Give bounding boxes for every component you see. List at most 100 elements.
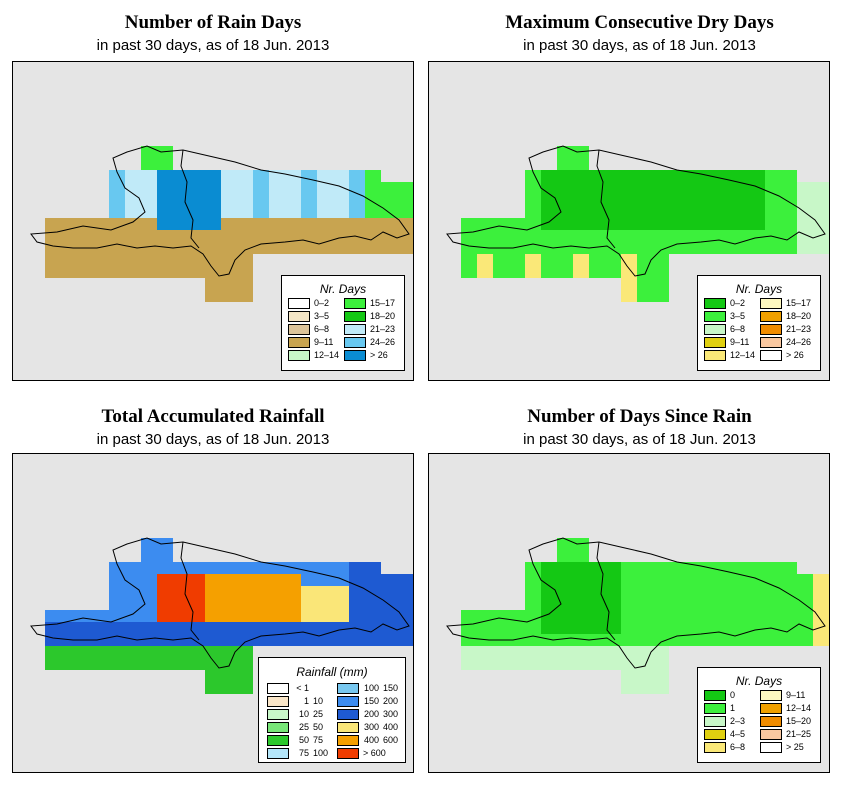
legend-swatch (704, 703, 726, 714)
legend-label: 2–3 (730, 716, 746, 726)
legend-label: 1 (730, 703, 736, 713)
legend-label: 12–14 (786, 703, 812, 713)
legend-label: 9–11 (730, 337, 750, 347)
legend-swatch (288, 350, 310, 361)
legend-swatch (760, 298, 782, 309)
legend-swatch (344, 324, 366, 335)
legend-range-from: 25 (298, 722, 309, 732)
legend-range-to: 150 (383, 683, 399, 693)
grid-overlay (446, 145, 829, 302)
legend-swatch (267, 722, 289, 733)
legend-label: 0–2 (730, 298, 746, 308)
legend-swatch (704, 337, 726, 348)
legend-range-to: 400 (383, 722, 399, 732)
legend-swatch (704, 298, 726, 309)
legend-label: 0 (730, 690, 736, 700)
legend-swatch (337, 748, 359, 759)
legend-label: 6–8 (730, 742, 746, 752)
legend-range-to: 10 (313, 696, 324, 706)
legend-range-to: 25 (313, 709, 324, 719)
legend-range-from: 400 (363, 735, 379, 745)
legend-label: 18–20 (370, 311, 396, 321)
legend-label: 6–8 (314, 324, 330, 334)
coastline (446, 537, 826, 669)
legend-title: Nr. Days (319, 282, 367, 296)
grid-overlay (30, 537, 413, 694)
legend-label: 21–23 (370, 324, 396, 334)
legend-range-to: 75 (313, 735, 324, 745)
legend-label: 18–20 (786, 311, 812, 321)
legend-swatch (344, 350, 366, 361)
legend-range-from: 100 (363, 683, 379, 693)
map-rain-days: Nr. Days 0–2 3–5 6–8 9–11 12–14 15–17 18… (12, 61, 414, 381)
coastline (30, 145, 410, 277)
legend-label: 4–5 (730, 729, 746, 739)
legend-swatch (288, 324, 310, 335)
legend-label: 21–25 (786, 729, 812, 739)
legend-rain-days: Nr. Days 0–2 3–5 6–8 9–11 12–14 15–17 18… (281, 275, 405, 371)
legend-label: 3–5 (314, 311, 330, 321)
panel-max-dry-days: Maximum Consecutive Dry Days in past 30 … (426, 0, 853, 390)
legend-swatch (760, 742, 782, 753)
legend-swatch (267, 735, 289, 746)
panel-title: Number of Days Since Rain (527, 406, 752, 427)
legend-range-to: 300 (383, 709, 399, 719)
legend-swatch (760, 337, 782, 348)
legend-swatch (760, 311, 782, 322)
legend-swatch (344, 337, 366, 348)
legend-label: 15–17 (370, 298, 396, 308)
panel-days-since-rain: Number of Days Since Rain in past 30 day… (426, 395, 853, 793)
legend-label: > 26 (786, 350, 804, 360)
panel-subtitle: in past 30 days, as of 18 Jun. 2013 (523, 431, 756, 448)
legend-label: 21–23 (786, 324, 812, 334)
coastline (30, 537, 410, 669)
legend-swatch (704, 690, 726, 701)
legend-swatch (760, 324, 782, 335)
legend-range-to: 200 (383, 696, 399, 706)
panel-subtitle: in past 30 days, as of 18 Jun. 2013 (523, 37, 756, 54)
legend-label: 12–14 (314, 350, 340, 360)
legend-days-since-rain: Nr. Days 0 1 2–3 4–5 6–8 9–11 12–14 15–2… (697, 667, 821, 763)
legend-swatch (760, 690, 782, 701)
legend-label: 15–20 (786, 716, 812, 726)
legend-swatch (337, 696, 359, 707)
legend-range-from: 200 (363, 709, 379, 719)
legend-swatch (760, 729, 782, 740)
legend-label: 3–5 (730, 311, 746, 321)
legend-range-from: > 600 (363, 748, 386, 758)
legend-title: Rainfall (mm) (296, 665, 368, 679)
legend-swatch (337, 683, 359, 694)
legend-label: 0–2 (314, 298, 330, 308)
legend-swatch (704, 324, 726, 335)
legend-swatch (267, 696, 289, 707)
panel-title: Total Accumulated Rainfall (101, 406, 325, 427)
panel-subtitle: in past 30 days, as of 18 Jun. 2013 (96, 37, 330, 54)
legend-swatch (337, 722, 359, 733)
map-max-dry-days: Nr. Days 0–2 3–5 6–8 9–11 12–14 15–17 18… (428, 61, 830, 381)
legend-label: > 25 (786, 742, 804, 752)
legend-swatch (704, 729, 726, 740)
national-border (596, 541, 616, 641)
legend-swatch (288, 311, 310, 322)
legend-swatch (760, 703, 782, 714)
legend-range-from: < 1 (296, 683, 309, 693)
national-border (180, 149, 200, 249)
panel-total-rainfall: Total Accumulated Rainfall in past 30 da… (0, 395, 426, 793)
legend-swatch (267, 748, 289, 759)
panel-title: Number of Rain Days (124, 12, 302, 33)
national-border (180, 541, 200, 641)
legend-swatch (760, 716, 782, 727)
national-border (596, 149, 616, 249)
legend-swatch (704, 311, 726, 322)
coastline (446, 145, 826, 277)
legend-swatch (288, 298, 310, 309)
legend-swatch (760, 350, 782, 361)
map-days-since-rain: Nr. Days 0 1 2–3 4–5 6–8 9–11 12–14 15–2… (428, 453, 830, 773)
legend-range-from: 10 (298, 709, 309, 719)
legend-range-to: 100 (313, 748, 329, 758)
legend-label: 15–17 (786, 298, 812, 308)
panel-rain-days: Number of Rain Days in past 30 days, as … (0, 0, 426, 390)
grid-overlay (446, 537, 829, 694)
panel-subtitle: in past 30 days, as of 18 Jun. 2013 (96, 431, 330, 448)
legend-swatch (704, 716, 726, 727)
